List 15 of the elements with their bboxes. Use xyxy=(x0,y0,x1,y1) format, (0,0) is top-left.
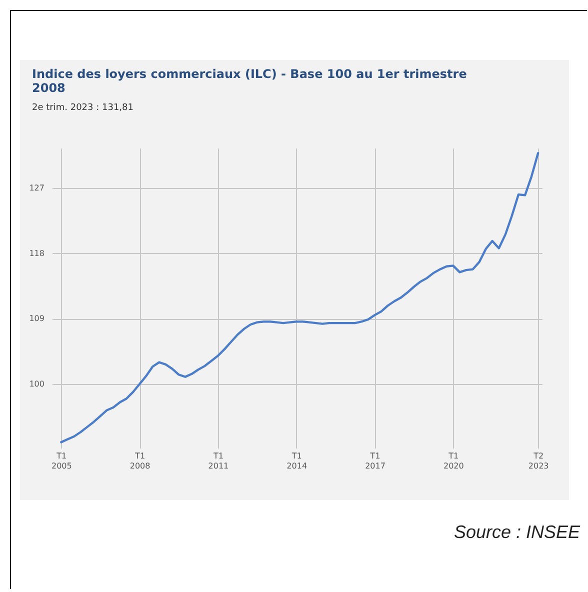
source-note: Source : INSEE xyxy=(454,522,580,543)
y-tick-label: 118 xyxy=(29,248,44,258)
y-tick-label: 127 xyxy=(29,183,44,192)
x-tick-label: T1 2014 xyxy=(286,452,308,470)
line-series xyxy=(60,152,540,444)
x-tick-label: T2 2023 xyxy=(528,452,549,470)
x-tick-label: T1 2020 xyxy=(443,452,464,470)
x-tick-label: T1 2017 xyxy=(365,452,386,470)
chart-title: Indice des loyers commerciaux (ILC) - Base 100 au 1er trimestre 2008 xyxy=(32,67,467,95)
x-tick-label: T1 2005 xyxy=(51,452,72,470)
y-tick-label: 100 xyxy=(29,380,44,389)
x-tick-label: T1 2008 xyxy=(130,452,150,470)
chart-subtitle: 2e trim. 2023 : 131,81 xyxy=(32,103,134,113)
x-tick-label: T1 2011 xyxy=(208,452,229,470)
y-tick-label: 109 xyxy=(29,314,44,324)
